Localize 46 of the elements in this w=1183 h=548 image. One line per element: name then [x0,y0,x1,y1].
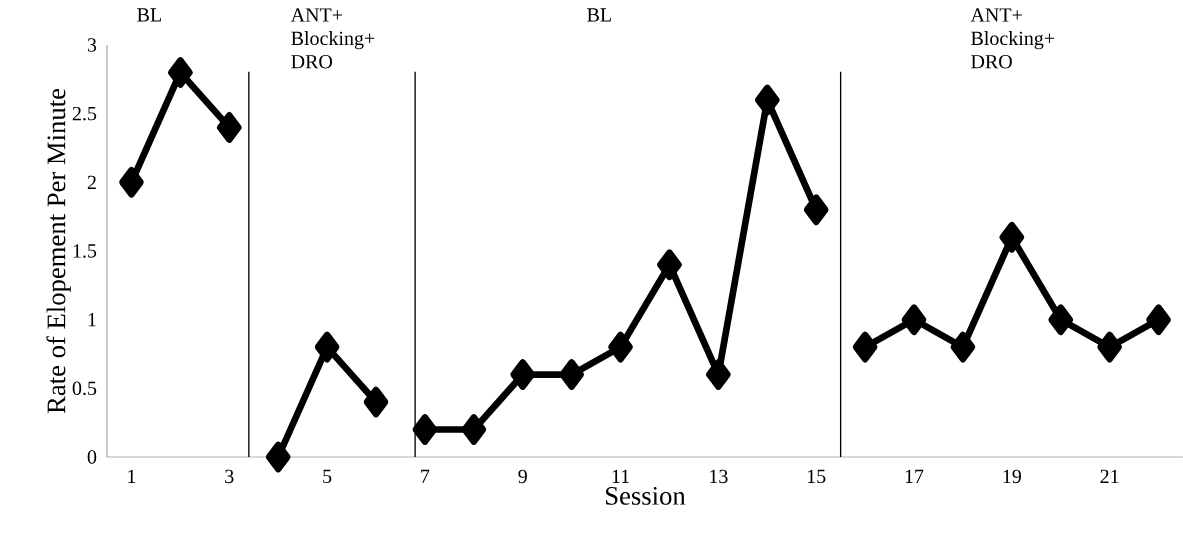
point [657,249,682,281]
x-tick-label: 9 [518,469,527,484]
y-tick-label: 2 [87,175,96,189]
point [216,112,242,143]
point [412,414,438,445]
x-tick-label: 11 [612,469,629,483]
x-tick-label: 15 [807,469,826,484]
point [901,304,927,335]
annotation: ANT+ Blocking+ DRO [290,8,375,69]
point [754,84,780,116]
point [265,441,291,473]
point [608,331,633,363]
y-axis-title: Rate of Elopement Per Minute [46,88,71,414]
point [363,386,389,418]
point [803,194,829,226]
y-tick-label: 1.5 [73,244,97,258]
x-tick-label: 19 [1003,469,1021,484]
point [950,331,976,363]
point [1146,304,1171,335]
point [852,331,878,363]
y-tick-label: 2.5 [72,106,97,121]
x-tick-label: 17 [905,469,924,483]
text: BL [137,8,161,22]
point [999,221,1025,253]
point [119,166,144,198]
y-tick-label: 0 [87,450,97,464]
point [706,359,731,390]
point [1097,331,1122,363]
x-tick-label: 3 [225,469,234,484]
x-axis-title: Session [606,486,686,505]
text: BL [587,8,611,22]
y-tick-label: 0.5 [72,381,97,396]
x-tick-label: 5 [323,469,332,483]
x-tick-label: 1 [128,469,136,483]
y-tick-label: 1 [88,313,96,327]
y-tick-label: 3 [87,38,97,52]
x-tick-label: 7 [421,469,430,483]
annotation: ANT+ Blocking+ DRO [970,8,1055,69]
x-tick-label: 21 [1100,469,1119,483]
point [168,57,193,88]
point [314,331,340,363]
x-tick-label: 13 [710,469,728,484]
point [461,414,487,445]
point [1048,304,1074,335]
point [559,359,584,390]
point [510,359,536,390]
